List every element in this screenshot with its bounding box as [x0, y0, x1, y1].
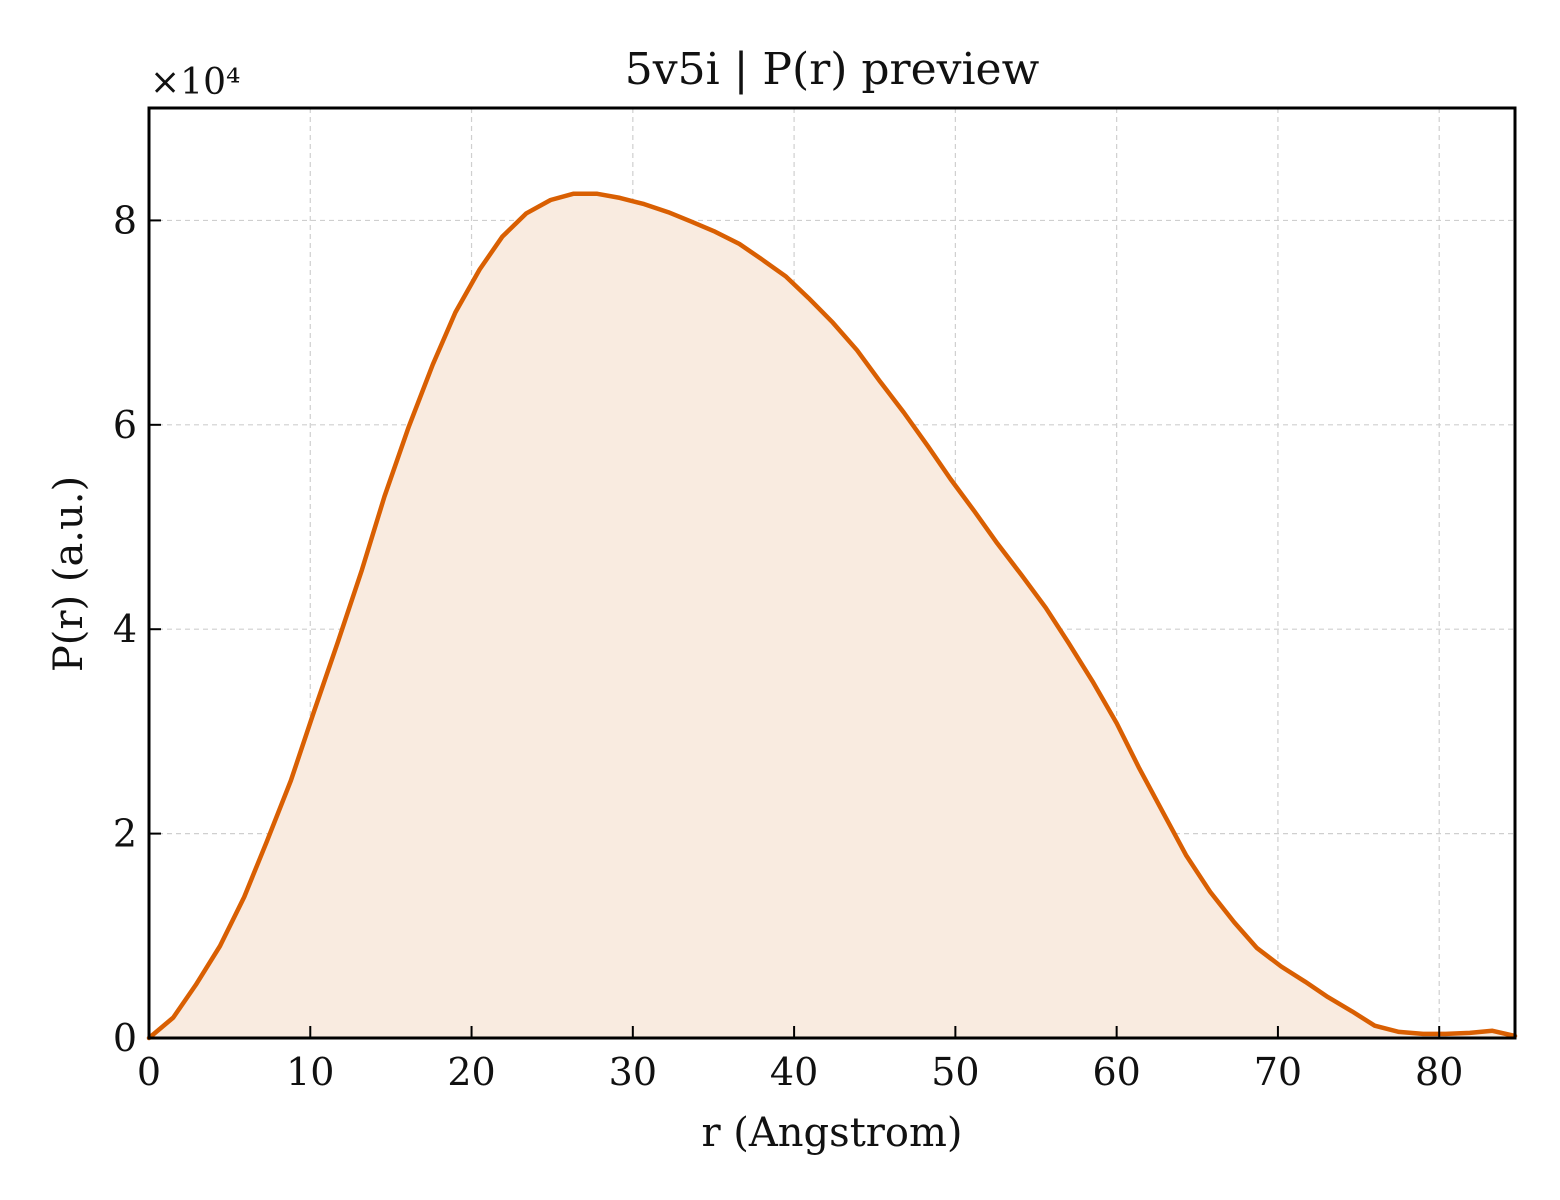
y-axis-multiplier: ×10⁴: [150, 62, 240, 103]
plot-frame: [147, 106, 1517, 1040]
y-axis-ticks: 0 2 4 6 8: [113, 198, 161, 1060]
x-tick-label: 80: [1415, 1050, 1463, 1094]
x-tick-label: 50: [931, 1050, 979, 1094]
y-tick-label: 0: [113, 1016, 137, 1060]
y-tick-label: 8: [113, 198, 137, 242]
area-fill: [149, 193, 1515, 1039]
y-tick-label: 6: [113, 403, 137, 447]
x-tick-label: 40: [770, 1050, 818, 1094]
x-tick-label: 0: [137, 1050, 161, 1094]
x-tick-label: 70: [1254, 1050, 1302, 1094]
x-tick-label: 60: [1092, 1050, 1140, 1094]
chart-title: 5v5i | P(r) preview: [625, 44, 1040, 95]
x-axis-ticks: 0 10 20 30 40 50 60 70 80: [137, 1026, 1463, 1094]
y-tick-label: 4: [113, 607, 137, 651]
y-axis-label: P(r) (a.u.): [46, 476, 92, 672]
series-line: [146, 191, 1518, 1041]
x-tick-label: 30: [609, 1050, 657, 1094]
y-tick-label: 2: [113, 812, 137, 856]
x-tick-label: 10: [286, 1050, 334, 1094]
x-axis-label: r (Angstrom): [701, 1110, 962, 1156]
x-tick-label: 20: [447, 1050, 495, 1094]
